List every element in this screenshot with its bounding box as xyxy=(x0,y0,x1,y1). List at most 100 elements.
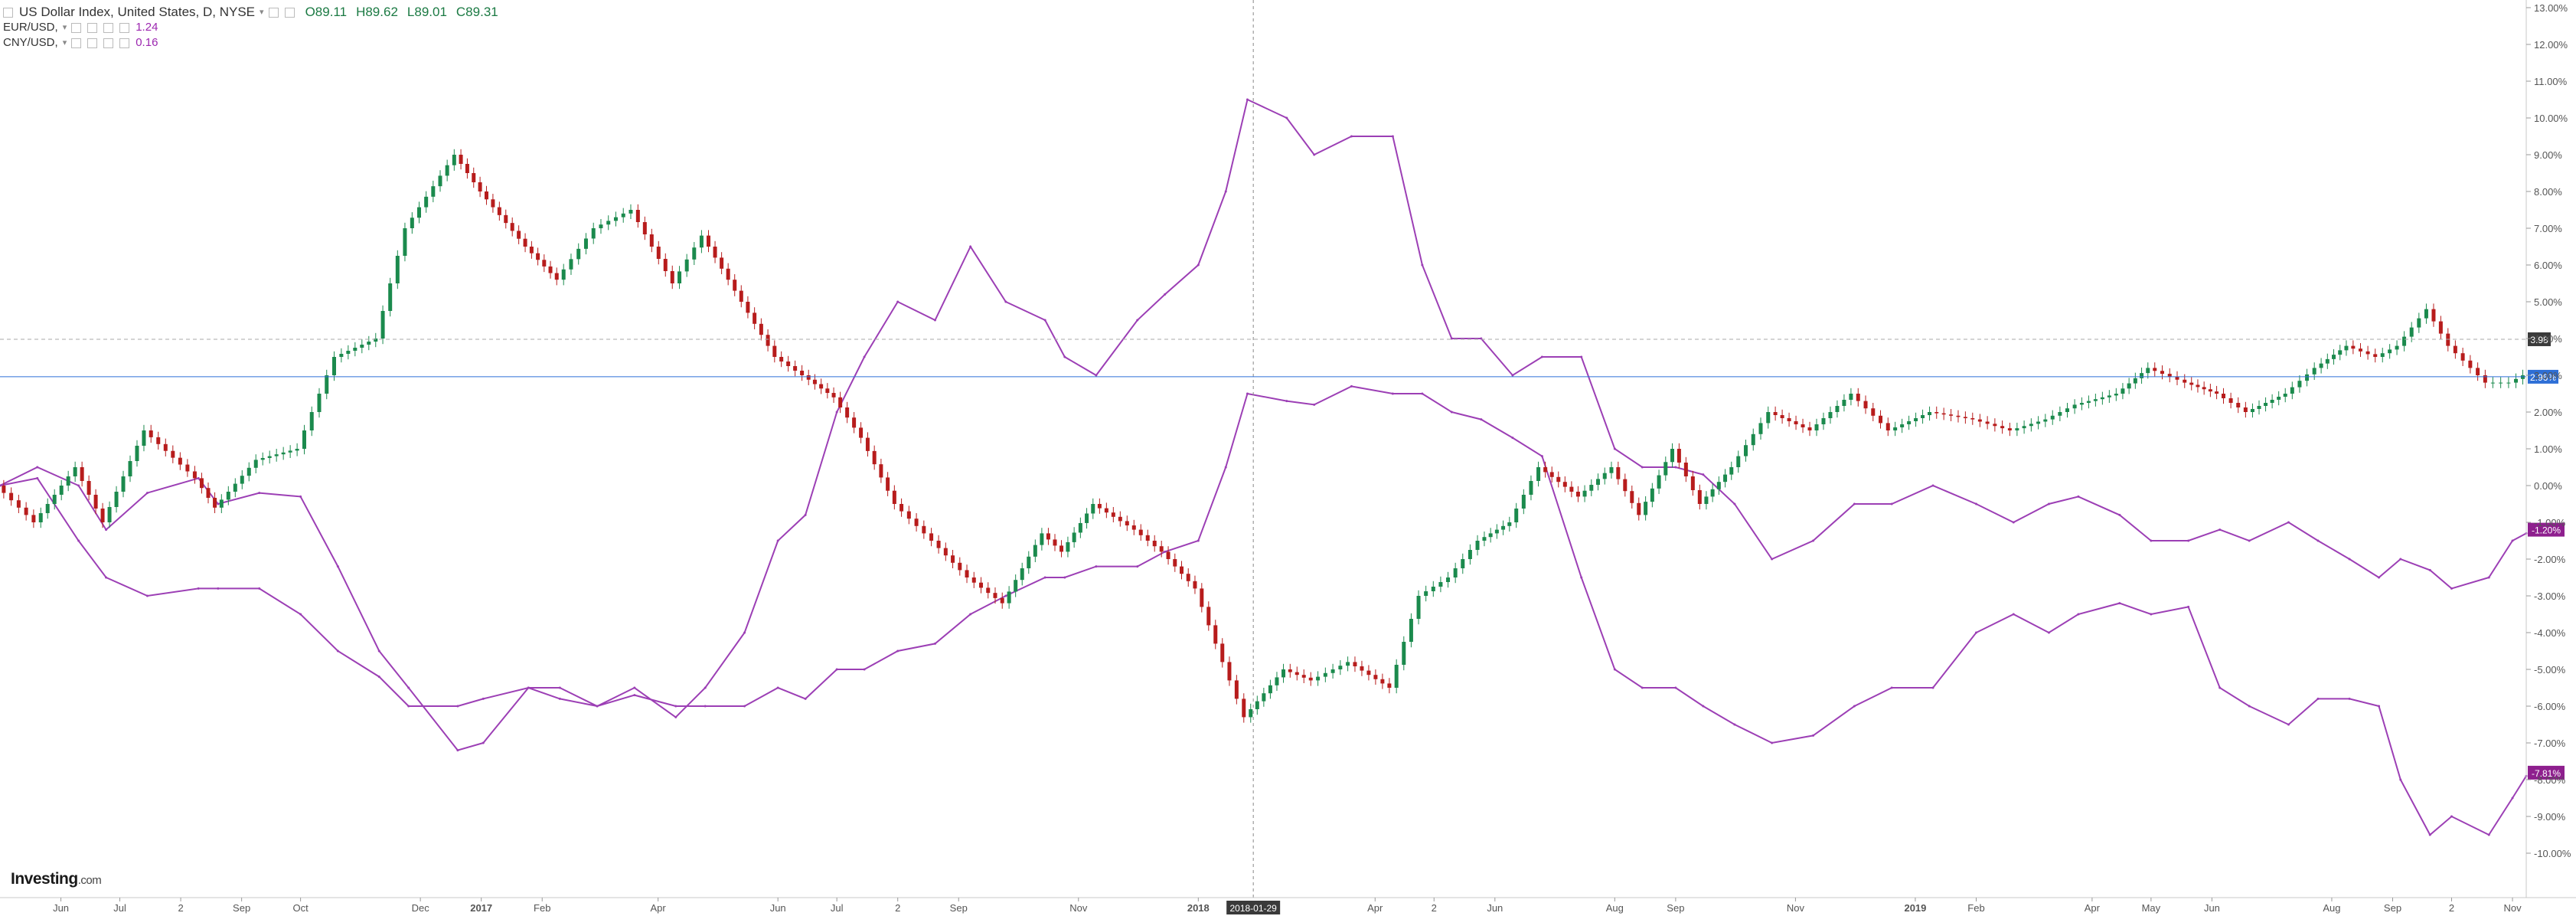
candle-body xyxy=(1835,406,1840,412)
candle-body xyxy=(403,228,407,256)
candle-body xyxy=(1446,577,1451,582)
candle-body xyxy=(1780,415,1784,418)
candle-body xyxy=(2196,384,2200,388)
candle-body xyxy=(1879,415,1883,424)
chevron-down-icon[interactable]: ▾ xyxy=(260,8,264,17)
candle-body xyxy=(786,361,791,366)
candle-body xyxy=(2514,378,2519,383)
candle-body xyxy=(1758,423,1763,434)
candle-body xyxy=(922,525,926,534)
y-tick-label: 0.00% xyxy=(2534,480,2562,492)
dashed-level-label: 3.98 xyxy=(2530,335,2548,345)
settings-icon[interactable] xyxy=(87,22,98,33)
candle-body xyxy=(1213,625,1218,644)
data-point xyxy=(1391,392,1394,395)
data-point xyxy=(1771,741,1774,744)
chevron-down-icon[interactable]: ▾ xyxy=(62,23,67,32)
candle-body xyxy=(192,471,197,479)
data-point xyxy=(1540,355,1543,358)
candle-body xyxy=(2127,383,2131,389)
data-point xyxy=(2218,686,2222,689)
settings-icon[interactable] xyxy=(268,7,279,18)
data-point xyxy=(2248,539,2251,542)
data-point xyxy=(258,587,261,590)
collapse-icon[interactable] xyxy=(3,7,13,18)
candle-body xyxy=(583,238,588,249)
legend-cny-row[interactable]: CNY/USD, ▾ 0.16 xyxy=(3,35,498,51)
candle-body xyxy=(346,351,351,354)
x-tick-label: Jun xyxy=(2204,902,2220,914)
data-point xyxy=(407,705,410,708)
data-point xyxy=(456,749,459,752)
candle-body xyxy=(260,458,265,460)
data-point xyxy=(896,649,899,653)
more-icon[interactable] xyxy=(119,22,130,33)
data-point xyxy=(1313,403,1316,406)
close-icon[interactable] xyxy=(103,22,114,33)
legend-main-row[interactable]: US Dollar Index, United States, D, NYSE … xyxy=(3,5,498,20)
chevron-down-icon[interactable]: ▾ xyxy=(62,38,67,47)
eye-icon[interactable] xyxy=(71,38,82,48)
candle-body xyxy=(1575,492,1580,497)
x-tick-label: 2019 xyxy=(1904,902,1926,914)
close-icon[interactable] xyxy=(284,7,295,18)
data-point xyxy=(299,613,302,616)
candle-body xyxy=(2133,378,2137,384)
x-tick-label: Sep xyxy=(2384,902,2401,914)
data-point xyxy=(2118,513,2121,516)
series-value-label: -7.81% xyxy=(2532,768,2561,779)
candle-body xyxy=(1033,545,1037,557)
candle-body xyxy=(635,210,640,222)
candle-body xyxy=(793,366,798,371)
crosshair-date-label: 2018-01-29 xyxy=(1229,903,1277,914)
data-point xyxy=(633,694,636,697)
data-point xyxy=(2511,797,2514,800)
data-point xyxy=(527,686,530,689)
candle-body xyxy=(642,222,647,234)
candle-body xyxy=(2395,345,2399,350)
candle-body xyxy=(739,290,743,302)
candle-body xyxy=(542,260,547,267)
chart-legend: US Dollar Index, United States, D, NYSE … xyxy=(3,5,498,51)
price-line-bg xyxy=(2528,369,2558,384)
candle-body xyxy=(2036,421,2041,424)
candle-body xyxy=(1111,512,1115,517)
x-tick-label: Oct xyxy=(292,902,309,914)
legend-cny-name: CNY/USD, xyxy=(3,36,58,49)
x-tick-label: Dec xyxy=(412,902,430,914)
eye-icon[interactable] xyxy=(71,22,82,33)
candle-body xyxy=(1145,535,1150,541)
candle-body xyxy=(621,213,625,218)
close-icon[interactable] xyxy=(103,38,114,48)
legend-eur-row[interactable]: EUR/USD, ▾ 1.24 xyxy=(3,20,498,35)
candle-body xyxy=(2243,407,2248,412)
candle-body xyxy=(1773,412,1778,415)
data-point xyxy=(0,484,2,487)
data-point xyxy=(704,705,707,708)
x-tick-label: 2 xyxy=(2449,902,2454,914)
y-tick-label: -3.00% xyxy=(2534,590,2566,602)
candle-body xyxy=(1885,423,1890,430)
candle-body xyxy=(2373,354,2378,357)
data-point xyxy=(596,705,599,708)
candle-body xyxy=(2483,375,2487,383)
candle-body xyxy=(2228,398,2233,403)
x-tick-label: Apr xyxy=(2085,902,2101,914)
data-point xyxy=(2287,521,2290,524)
candle-body xyxy=(484,191,488,200)
settings-icon[interactable] xyxy=(87,38,98,48)
more-icon[interactable] xyxy=(119,38,130,48)
data-point xyxy=(1313,153,1316,156)
candle-body xyxy=(135,446,139,461)
candle-body xyxy=(1536,467,1541,481)
candle-body xyxy=(1275,677,1279,685)
data-point xyxy=(197,587,200,590)
data-point xyxy=(1613,668,1616,671)
data-point xyxy=(863,668,866,671)
data-point xyxy=(1613,447,1616,450)
candle-body xyxy=(1507,522,1512,526)
candle-body xyxy=(1053,539,1057,546)
candle-body xyxy=(2183,379,2187,383)
legend-main-title: US Dollar Index, United States, D, NYSE xyxy=(19,5,256,19)
